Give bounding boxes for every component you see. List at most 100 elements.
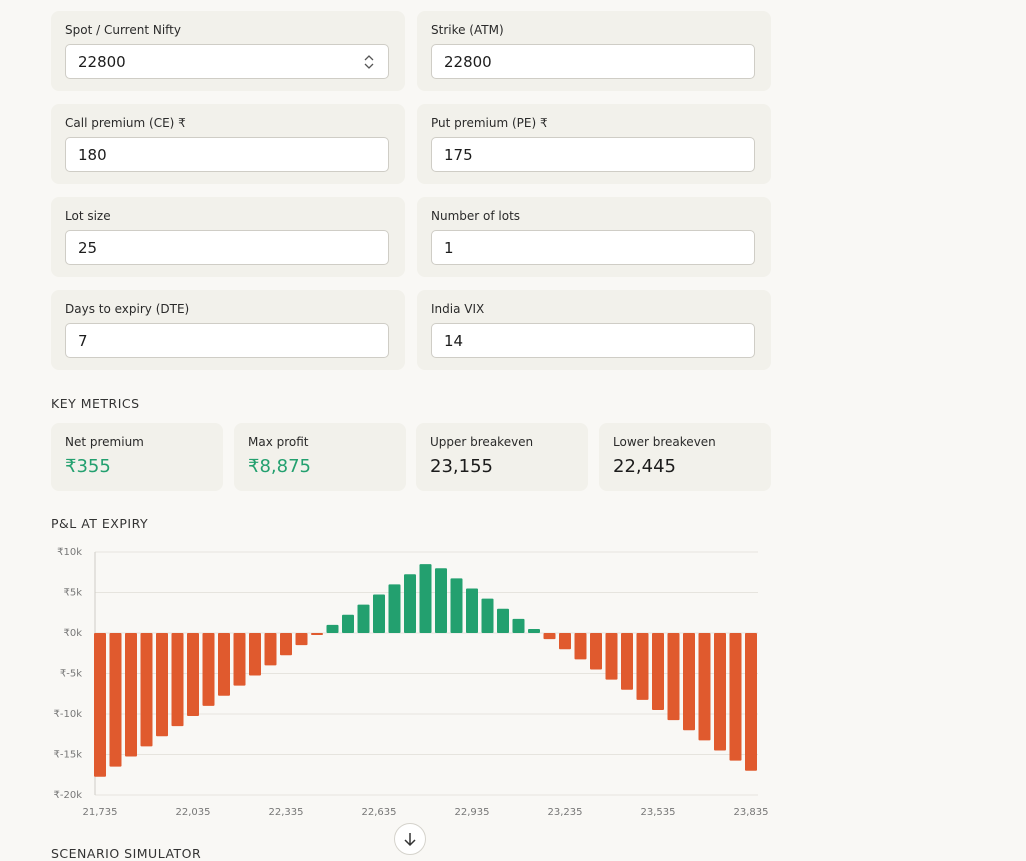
- section-title: KEY METRICS: [51, 396, 140, 411]
- metric-label: Net premium: [65, 435, 144, 449]
- x-tick-label: 22,935: [455, 807, 490, 818]
- x-tick-label: 22,035: [176, 807, 211, 818]
- field-label: Put premium (PE) ₹: [431, 116, 548, 130]
- bar: [140, 633, 153, 747]
- text-input[interactable]: 22800: [431, 44, 755, 79]
- metric-card: Net premium ₹355: [51, 423, 223, 491]
- metric-card: Lower breakeven 22,445: [599, 423, 771, 491]
- bar: [249, 633, 261, 676]
- field-label: Lot size: [65, 209, 111, 223]
- field-card: Number of lots 1: [417, 197, 771, 277]
- bar: [512, 618, 525, 633]
- section-title: SCENARIO SIMULATOR: [51, 846, 202, 861]
- field-card: Put premium (PE) ₹ 175: [417, 104, 771, 184]
- text-input[interactable]: 14: [431, 323, 755, 358]
- x-tick-label: 23,835: [734, 807, 769, 818]
- bar: [295, 633, 308, 646]
- field-label: India VIX: [431, 302, 485, 316]
- input-value: 22800: [444, 53, 492, 71]
- scroll-down-button[interactable]: [394, 823, 426, 855]
- bar: [450, 578, 463, 633]
- input-value: 175: [444, 146, 473, 164]
- text-input[interactable]: 25: [65, 230, 389, 265]
- input-value: 7: [78, 332, 88, 350]
- input-value: 180: [78, 146, 107, 164]
- bar: [714, 633, 726, 751]
- field-card: Strike (ATM) 22800: [417, 11, 771, 91]
- bar: [621, 633, 633, 690]
- y-tick-label: ₹0k: [63, 628, 82, 639]
- bar: [652, 633, 664, 710]
- bar: [667, 633, 680, 721]
- y-tick-label: ₹-20k: [54, 790, 83, 801]
- bar: [435, 568, 447, 633]
- metric-card: Max profit ₹8,875: [234, 423, 406, 491]
- bar: [125, 633, 137, 757]
- metric-label: Max profit: [248, 435, 309, 449]
- x-tick-label: 23,235: [548, 807, 583, 818]
- metric-label: Upper breakeven: [430, 435, 534, 449]
- input-value: 22800: [78, 53, 126, 71]
- bar: [574, 633, 587, 660]
- bar: [388, 584, 401, 633]
- bar: [729, 633, 742, 761]
- bar: [497, 608, 509, 633]
- bar: [342, 614, 354, 633]
- field-label: Strike (ATM): [431, 23, 504, 37]
- y-tick-label: ₹-10k: [54, 709, 83, 720]
- field-card: Spot / Current Nifty 22800: [51, 11, 405, 91]
- bar: [419, 564, 432, 633]
- field-card: India VIX 14: [417, 290, 771, 370]
- bar: [543, 633, 556, 640]
- bar: [156, 633, 168, 737]
- bar: [698, 633, 711, 741]
- x-tick-label: 22,635: [362, 807, 397, 818]
- field-label: Number of lots: [431, 209, 521, 223]
- arrow-icon: [404, 833, 416, 847]
- bar: [590, 633, 602, 670]
- bar: [636, 633, 649, 700]
- y-tick-label: ₹-5k: [60, 669, 82, 680]
- metric-card: Upper breakeven 23,155: [416, 423, 588, 491]
- bar: [466, 588, 478, 633]
- text-input[interactable]: 175: [431, 137, 755, 172]
- bar: [311, 633, 323, 636]
- metric-value: ₹8,875: [248, 456, 311, 477]
- bar: [404, 574, 416, 633]
- bar: [264, 633, 277, 666]
- chart-title: P&L AT EXPIRY: [51, 516, 149, 531]
- y-tick-label: ₹10k: [57, 547, 82, 558]
- bar: [202, 633, 215, 706]
- bar: [326, 624, 339, 633]
- field-card: Call premium (CE) ₹ 180: [51, 104, 405, 184]
- spinner-icon[interactable]: [362, 52, 376, 72]
- text-input[interactable]: 22800: [65, 44, 389, 79]
- bar: [187, 633, 199, 717]
- bar: [373, 594, 385, 633]
- text-input[interactable]: 7: [65, 323, 389, 358]
- field-card: Lot size 25: [51, 197, 405, 277]
- field-label: Spot / Current Nifty: [65, 23, 181, 37]
- bar: [559, 633, 571, 650]
- bar: [171, 633, 184, 727]
- metric-value: 23,155: [430, 456, 493, 477]
- bar: [233, 633, 246, 686]
- y-tick-label: ₹5k: [63, 588, 82, 599]
- field-label: Call premium (CE) ₹: [65, 116, 186, 130]
- y-tick-label: ₹-15k: [54, 750, 83, 761]
- input-value: 14: [444, 332, 464, 350]
- bar: [528, 628, 540, 633]
- bar: [745, 633, 757, 771]
- text-input[interactable]: 1: [431, 230, 755, 265]
- metric-value: ₹355: [65, 456, 111, 477]
- bar: [357, 604, 370, 633]
- x-tick-label: 23,535: [641, 807, 676, 818]
- bar: [683, 633, 695, 731]
- metric-label: Lower breakeven: [613, 435, 716, 449]
- bar: [109, 633, 122, 767]
- field-card: Days to expiry (DTE) 7: [51, 290, 405, 370]
- text-input[interactable]: 180: [65, 137, 389, 172]
- x-tick-label: 21,735: [83, 807, 118, 818]
